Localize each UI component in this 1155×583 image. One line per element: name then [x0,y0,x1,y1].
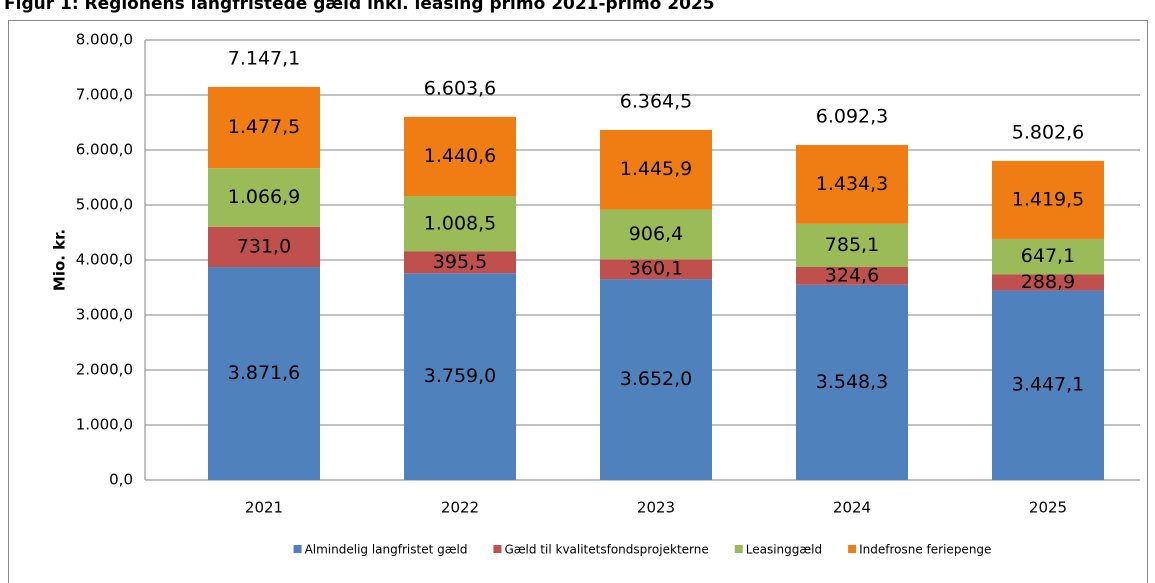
x-tick-label: 2023 [637,499,675,517]
bar-segment [992,274,1104,291]
data-label: 647,1 [1021,245,1075,267]
legend-swatch [734,545,743,553]
y-tick-label: 2.000,0 [76,361,133,379]
legend-label: Indefrosne feriepenge [859,543,991,557]
x-tick-label: 2025 [1029,499,1067,517]
data-label: 324,6 [825,264,879,286]
data-label: 1.445,9 [620,158,693,180]
bar-segment [796,144,908,224]
y-axis-label: Mio. kr. [51,229,69,291]
y-tick-label: 0,0 [109,471,133,489]
bar-segment [600,209,712,260]
bar-segment [992,238,1104,275]
x-tick-label: 2022 [441,499,479,517]
total-label: 5.802,6 [1012,121,1085,143]
data-label: 395,5 [433,251,487,273]
total-label: 6.364,5 [620,90,693,112]
legend-swatch [493,545,502,553]
total-label: 6.603,6 [424,77,497,99]
data-label: 1.419,5 [1012,188,1085,210]
bar-segment [208,226,320,268]
y-tick-label: 8.000,0 [76,31,133,49]
bar-segment [600,279,712,480]
data-label: 906,4 [629,223,683,245]
data-label: 360,1 [629,258,683,280]
bar-segment [992,160,1104,239]
y-tick-label: 6.000,0 [76,141,133,159]
legend-label: Gæld til kvalitetsfondsprojekterne [504,543,708,557]
bar-segment [600,129,712,210]
legend-label: Almindelig langfristet gæld [305,543,468,557]
x-tick-label: 2021 [245,499,283,517]
data-label: 3.759,0 [424,365,497,387]
data-label: 3.447,1 [1012,374,1085,396]
bar-segment [404,196,516,252]
data-label: 1.434,3 [816,173,889,195]
legend-swatch [848,545,857,553]
data-label: 1.008,5 [424,212,497,234]
y-tick-label: 4.000,0 [76,251,133,269]
data-label: 1.477,5 [228,116,301,138]
y-tick-label: 3.000,0 [76,306,133,324]
data-label: 288,9 [1021,271,1075,293]
bar-segment [404,251,516,274]
y-tick-label: 1.000,0 [76,416,133,434]
bar-segment [404,273,516,480]
y-tick-label: 7.000,0 [76,86,133,104]
data-label: 1.440,6 [424,145,497,167]
bar-segment [796,266,908,285]
data-label: 3.548,3 [816,371,889,393]
x-tick-label: 2024 [833,499,871,517]
bar-segment [208,267,320,480]
chart-frame [8,20,1148,583]
data-label: 3.871,6 [228,362,301,384]
bar-segment [404,116,516,197]
bar-segment [208,168,320,227]
total-label: 6.092,3 [816,105,889,127]
bar-segment [796,223,908,267]
data-label: 731,0 [237,235,291,257]
legend-swatch [293,545,302,553]
total-label: 7.147,1 [228,47,301,69]
legend-label: Leasinggæld [746,543,822,557]
data-label: 785,1 [825,234,879,256]
bar-segment [796,284,908,480]
bar-segment [992,290,1104,480]
y-tick-label: 5.000,0 [76,196,133,214]
bar-segment [600,259,712,280]
chart-title: Figur 1: Regionens langfristede gæld ink… [4,0,715,14]
data-label: 1.066,9 [228,186,301,208]
data-label: 3.652,0 [620,368,693,390]
bar-segment [208,86,320,169]
